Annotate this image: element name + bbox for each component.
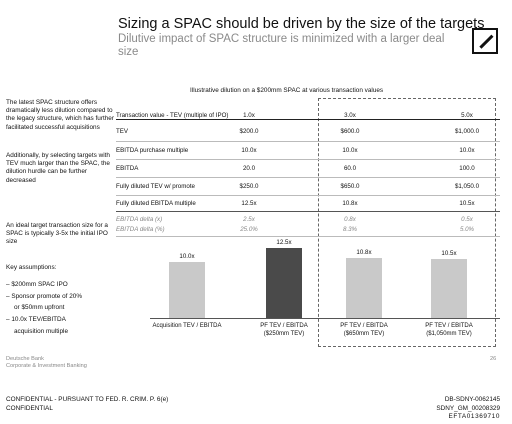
bates-number-1: DB-SDNY-0062145 xyxy=(444,396,500,403)
sidebar-paragraph-2: Additionally, by selecting targets with … xyxy=(6,152,110,184)
bar xyxy=(346,257,382,318)
cell: 2.5x xyxy=(243,216,255,223)
cell: $1,000.0 xyxy=(454,128,480,135)
page-number: 26 xyxy=(490,356,497,362)
row-divider xyxy=(116,195,500,196)
sidebar-paragraph-1: The latest SPAC structure offers dramati… xyxy=(6,99,114,131)
deutsche-bank-logo-icon xyxy=(472,28,498,54)
footer-division: Corporate & Investment Banking xyxy=(6,363,87,369)
row-label: EBITDA purchase multiple xyxy=(116,147,189,154)
bar-value-label: 10.0x xyxy=(179,253,195,260)
bar-value-label: 10.5x xyxy=(441,250,457,258)
table-title: Illustrative dilution on a $200mm SPAC a… xyxy=(190,87,384,94)
cell: 5.0% xyxy=(459,226,475,233)
bar xyxy=(266,248,302,318)
slide-subtitle: Dilutive impact of SPAC structure is min… xyxy=(118,33,445,58)
category-label: Acquisition TEV / EBITDA xyxy=(152,323,222,329)
highlight-box xyxy=(318,98,496,347)
footer-bank-name: Deutsche Bank xyxy=(6,356,44,362)
row-divider xyxy=(116,159,500,160)
cell: $1,050.0 xyxy=(454,183,480,190)
slide-title: Sizing a SPAC should be driven by the si… xyxy=(118,16,485,32)
bar xyxy=(169,262,205,318)
cell: $600.0 xyxy=(340,128,360,135)
row-divider xyxy=(116,177,500,178)
row-divider xyxy=(116,236,500,237)
cell: 10.5x xyxy=(459,200,475,207)
header-value: 1.0x xyxy=(243,112,255,119)
assumption-item: – 10.0x TEV/EBITDA xyxy=(6,316,66,323)
row-divider xyxy=(116,211,500,212)
table-header-row: Transaction value - TEV (multiple of IPO… xyxy=(116,112,500,120)
assumption-item: acquisition multiple xyxy=(14,328,68,335)
cell: $200.0 xyxy=(239,128,259,135)
header-value: 3.0x xyxy=(344,112,356,119)
cell: 10.0x xyxy=(241,147,257,154)
cell: 0.8x xyxy=(344,216,356,223)
header-value: 5.0x xyxy=(461,112,473,119)
category-label: PF TEV / EBITDA ($650mm TEV) xyxy=(340,323,388,337)
chart-baseline xyxy=(150,318,500,319)
cell: 10.8x xyxy=(342,200,358,207)
row-label: EBITDA xyxy=(116,165,139,172)
cell: 8.3% xyxy=(342,226,358,233)
bar xyxy=(431,259,467,318)
bar-value-label: 10.8x xyxy=(356,248,372,256)
cell: 100.0 xyxy=(459,165,475,172)
assumption-item: – Sponsor promote of 20% xyxy=(6,293,83,300)
bates-number-3: EFTA01369710 xyxy=(448,413,500,420)
cell: 10.0x xyxy=(459,147,475,154)
row-label: Fully diluted TEV w/ promote xyxy=(116,183,195,190)
cell: 25.0% xyxy=(240,226,258,233)
cell: 20.0 xyxy=(242,165,256,172)
sidebar-paragraph-3: An ideal target transaction size for a S… xyxy=(6,222,108,246)
cell: $250.0 xyxy=(239,183,259,190)
assumption-item: – $200mm SPAC IPO xyxy=(6,281,68,288)
confidential-label: CONFIDENTIAL xyxy=(6,405,53,412)
row-label: EBITDA delta (%) xyxy=(116,226,165,233)
category-label: PF TEV / EBITDA ($250mm TEV) xyxy=(260,323,308,337)
row-divider xyxy=(116,141,500,142)
key-assumptions-title: Key assumptions: xyxy=(6,264,57,271)
assumption-item: or $50mm upfront xyxy=(14,304,65,311)
confidential-notice: CONFIDENTIAL - PURSUANT TO FED. R. CRIM.… xyxy=(6,396,169,403)
cell: 12.5x xyxy=(241,200,257,207)
cell: 0.5x xyxy=(461,216,473,223)
row-label: Fully diluted EBITDA multiple xyxy=(116,200,196,207)
row-label: EBITDA delta (x) xyxy=(116,216,163,223)
cell: 60.0 xyxy=(343,165,357,172)
row-label: TEV xyxy=(116,128,129,135)
bar-value-label: 12.5x xyxy=(276,239,292,246)
bates-number-2: SDNY_GM_00208329 xyxy=(436,405,500,412)
cell: 10.0x xyxy=(342,147,358,154)
header-label: Transaction value - TEV (multiple of IPO… xyxy=(116,112,229,119)
category-label: PF TEV / EBITDA ($1,050mm TEV) xyxy=(425,323,473,337)
cell: $650.0 xyxy=(340,183,360,190)
